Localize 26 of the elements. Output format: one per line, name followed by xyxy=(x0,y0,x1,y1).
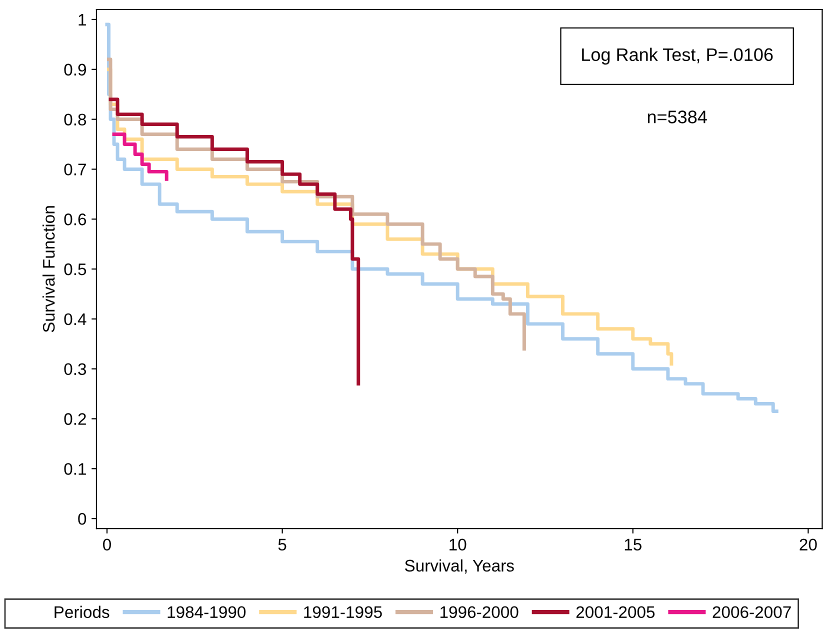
y-tick-label: 0.8 xyxy=(64,114,86,126)
y-axis-title: Survival Function xyxy=(42,206,55,332)
legend-label: 1984-1990 xyxy=(168,606,246,618)
y-tick-label: 0.5 xyxy=(64,263,86,276)
y-tick-label: 0.6 xyxy=(64,214,86,226)
legend-label: 1991-1995 xyxy=(304,606,382,618)
y-tick-label: 0.3 xyxy=(64,363,86,376)
x-tick-label: 0 xyxy=(103,538,111,551)
legend-label: 2001-2005 xyxy=(576,606,655,618)
legend-label: 1996-2000 xyxy=(440,606,518,618)
legend-title: Periods xyxy=(54,606,110,618)
y-tick-label: 0.2 xyxy=(64,413,86,425)
y-tick-label: 0.9 xyxy=(64,64,86,76)
y-tick-label: 0 xyxy=(78,512,86,525)
x-axis-title: Survival, Years xyxy=(404,559,514,574)
x-tick-label: 15 xyxy=(624,538,642,551)
x-tick-label: 5 xyxy=(278,538,286,551)
y-tick-label: 0.7 xyxy=(64,164,86,176)
y-tick-label: 0.1 xyxy=(64,463,86,475)
legend-label: 2006-2007 xyxy=(712,606,791,618)
x-tick-label: 20 xyxy=(800,538,817,551)
annotation: Log Rank Test, P=.0106 xyxy=(582,48,773,65)
y-tick-label: 0.4 xyxy=(64,313,86,326)
x-tick-label: 10 xyxy=(450,538,466,551)
annotation: n=5384 xyxy=(648,110,707,124)
y-tick-label: 1 xyxy=(78,14,86,26)
